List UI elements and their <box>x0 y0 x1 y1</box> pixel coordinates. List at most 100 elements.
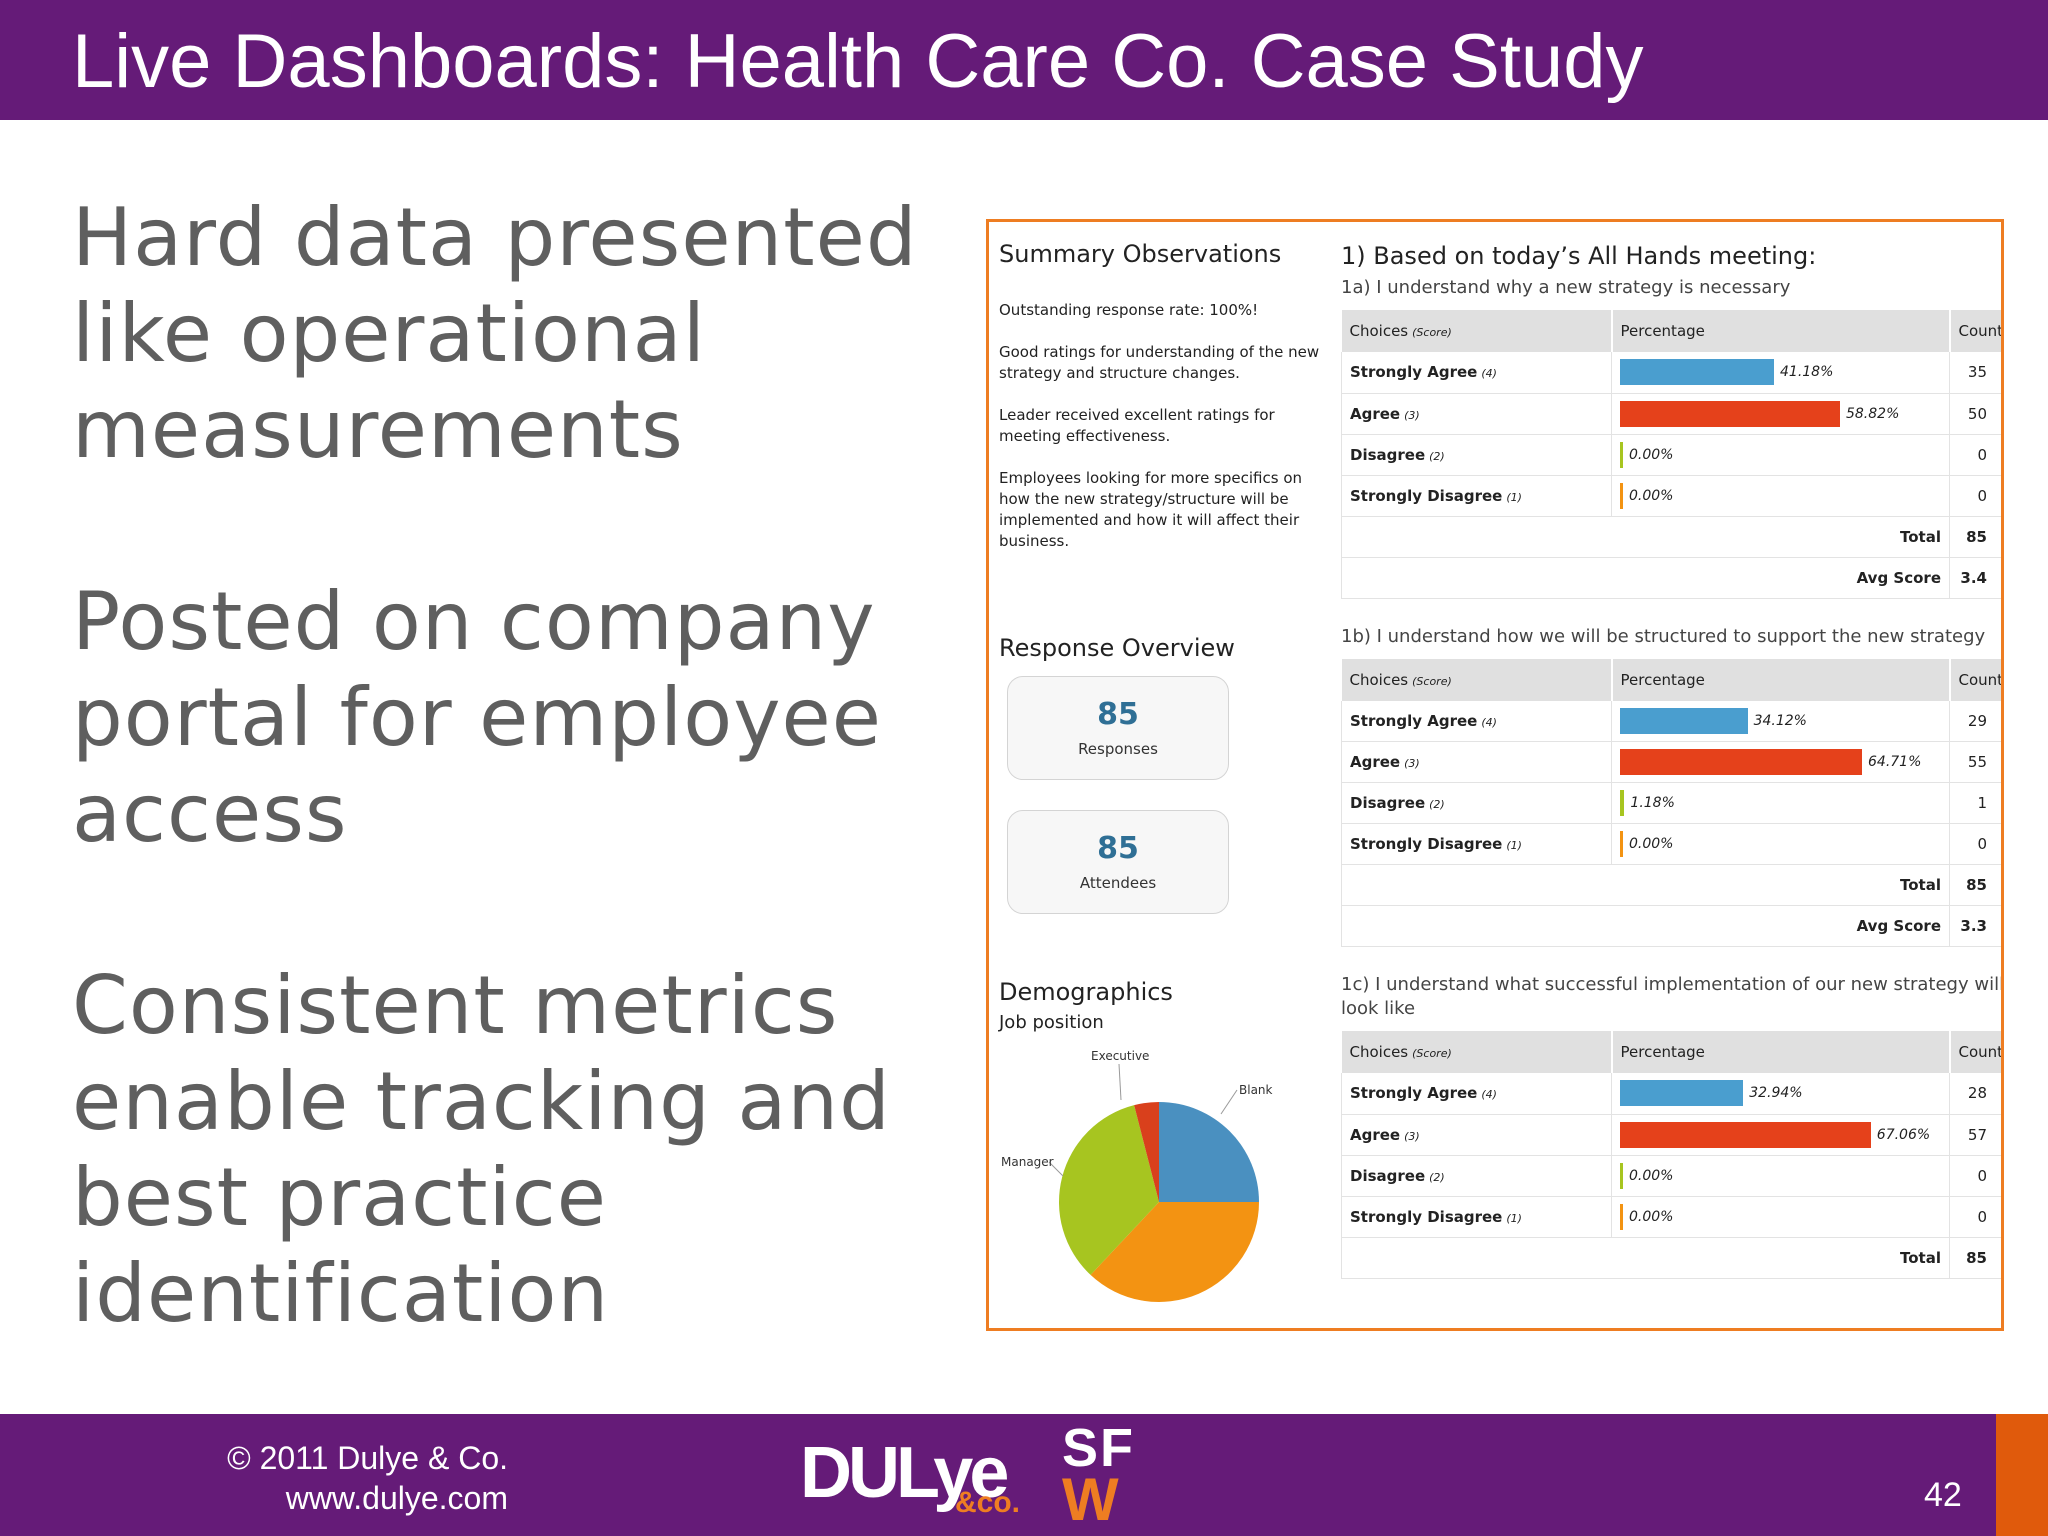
percentage-label: 0.00% <box>1629 487 1674 504</box>
choice-cell: Disagree (2) <box>1341 434 1612 476</box>
percentage-bar <box>1620 1080 1744 1107</box>
avg-row: Avg Score 3.3 <box>1341 905 2001 947</box>
percentage-cell: 0.00% <box>1611 823 1950 865</box>
count-cell: 0 <box>1949 1196 2001 1238</box>
choice-cell: Strongly Disagree (1) <box>1341 1196 1612 1238</box>
percentage-bar <box>1620 749 1862 775</box>
dulye-logo: DULye <box>800 1433 1009 1513</box>
results-table: Choices (Score) Percentage Count Strongly Ag… <box>1341 1031 2001 1279</box>
pie-slice <box>1090 1202 1259 1302</box>
percentage-bar <box>1620 400 1840 427</box>
count-cell: 29 <box>1949 700 2001 742</box>
count-cell: 0 <box>1949 434 2001 476</box>
choice-cell: Disagree (2) <box>1341 1155 1612 1197</box>
table-row: Strongly Agree (4) 32.94% 28 <box>1341 1073 2001 1115</box>
percentage-bar <box>1620 707 1748 734</box>
pie-label: Blank <box>1239 1083 1273 1097</box>
percentage-bar <box>1620 790 1625 816</box>
pie-label: Manager <box>1001 1155 1054 1169</box>
table-row: Disagree (2) 1.18% 1 <box>1341 782 2001 824</box>
table-row: Agree (3) 67.06% 57 <box>1341 1114 2001 1156</box>
percentage-bar <box>1620 482 1623 509</box>
footer-bar: © 2011 Dulye & Co. www.dulye.com DULye &… <box>0 1414 2048 1536</box>
count-header: Count <box>1949 310 2001 352</box>
count-cell: 0 <box>1949 475 2001 517</box>
website-link: www.dulye.com <box>285 1480 508 1516</box>
percentage-cell: 34.12% <box>1611 700 1950 742</box>
count-header: Count <box>1949 1031 2001 1073</box>
choice-cell: Strongly Disagree (1) <box>1341 823 1612 865</box>
count-cell: 1 <box>1949 782 2001 824</box>
table-row: Disagree (2) 0.00% 0 <box>1341 434 2001 476</box>
question-heading: 1) Based on today’s All Hands meeting: <box>1341 242 1817 270</box>
percentage-cell: 58.82% <box>1611 393 1950 435</box>
responses-card: 85 Responses <box>1007 676 1229 780</box>
question-block: 1a) I understand why a new strategy is n… <box>1341 276 2001 599</box>
avg-value: 3.3 <box>1949 905 2001 947</box>
footer-accent <box>1996 1414 2048 1536</box>
percentage-bar <box>1620 441 1623 468</box>
copyright-text: © 2011 Dulye & Co. <box>227 1440 508 1476</box>
percentage-label: 0.00% <box>1629 446 1674 463</box>
avg-label: Avg Score <box>1341 905 1950 947</box>
attendees-card: 85 Attendees <box>1007 810 1229 914</box>
results-table: Choices (Score) Percentage Count Strongly Ag… <box>1341 310 2001 599</box>
percentage-label: 67.06% <box>1876 1126 1931 1143</box>
observation: Outstanding response rate: 100%! <box>999 301 1259 319</box>
pie-slice <box>1134 1102 1159 1202</box>
choice-cell: Strongly Agree (4) <box>1341 700 1612 742</box>
table-row: Strongly Disagree (1) 0.00% 0 <box>1341 475 2001 517</box>
percentage-header: Percentage <box>1611 658 1951 701</box>
question-block: 1b) I understand how we will be structur… <box>1341 625 2001 947</box>
sfw-logo-w: W <box>1062 1466 1119 1533</box>
count-cell: 0 <box>1949 823 2001 865</box>
card-label: Attendees <box>1079 874 1157 892</box>
choices-header: Choices (Score) <box>1341 310 1613 352</box>
percentage-bar <box>1620 1162 1623 1189</box>
table-header: Choices (Score) Percentage Count <box>1341 310 2001 352</box>
total-label: Total <box>1341 516 1950 558</box>
table-header: Choices (Score) Percentage Count <box>1341 658 2001 701</box>
avg-value: 3.4 <box>1949 557 2001 599</box>
table-row: Strongly Disagree (1) 0.00% 0 <box>1341 1196 2001 1238</box>
choice-cell: Agree (3) <box>1341 741 1612 783</box>
observation: Good ratings for understanding of the ne… <box>999 343 1320 382</box>
card-label: Responses <box>1078 740 1158 758</box>
percentage-cell: 67.06% <box>1611 1114 1950 1156</box>
percentage-cell: 64.71% <box>1611 741 1950 783</box>
avg-row: Avg Score 3.4 <box>1341 557 2001 599</box>
pie-slice <box>1059 1105 1159 1275</box>
percentage-label: 0.00% <box>1629 836 1674 852</box>
percentage-header: Percentage <box>1611 1031 1951 1073</box>
copyright: © 2011 Dulye & Co. www.dulye.com <box>206 1438 508 1518</box>
card-value: 85 <box>1097 697 1139 732</box>
page-number: 42 <box>1924 1476 1962 1514</box>
total-row: Total 85 <box>1341 516 2001 558</box>
total-row: Total 85 <box>1341 864 2001 906</box>
percentage-cell: 41.18% <box>1611 352 1950 394</box>
percentage-bar <box>1620 831 1623 857</box>
demographics-subheading: Job position <box>999 1012 1104 1033</box>
choice-cell: Strongly Agree (4) <box>1341 1073 1612 1115</box>
observation: Employees looking for more specifics on … <box>999 469 1303 550</box>
percentage-bar <box>1620 1203 1623 1230</box>
results-table: Choices (Score) Percentage Count Strongly Ag… <box>1341 658 2001 947</box>
percentage-label: 58.82% <box>1845 405 1900 422</box>
bullet-item: Posted on company portal for employee ac… <box>72 575 882 860</box>
question-panel: 1) Based on today’s All Hands meeting: 1… <box>1341 242 2001 1305</box>
avg-label: Avg Score <box>1341 557 1950 599</box>
choice-cell: Strongly Agree (4) <box>1341 352 1612 394</box>
choices-header: Choices (Score) <box>1341 1031 1613 1073</box>
percentage-bar <box>1620 1121 1871 1148</box>
dashboard-screenshot: Summary Observations Outstanding respons… <box>986 219 2004 1331</box>
percentage-label: 0.00% <box>1629 1167 1674 1184</box>
summary-heading: Summary Observations <box>999 240 1282 268</box>
sfw-logo-sf: SF <box>1062 1418 1136 1478</box>
percentage-cell: 0.00% <box>1611 1155 1950 1197</box>
table-row: Strongly Disagree (1) 0.00% 0 <box>1341 823 2001 865</box>
percentage-cell: 1.18% <box>1611 782 1950 824</box>
table-row: Agree (3) 58.82% 50 <box>1341 393 2001 435</box>
percentage-label: 64.71% <box>1868 754 1922 770</box>
count-cell: 55 <box>1949 741 2001 783</box>
total-value: 85 <box>1949 864 2001 906</box>
